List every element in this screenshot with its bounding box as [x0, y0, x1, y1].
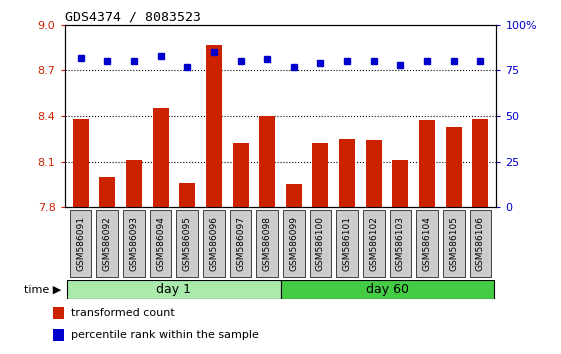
FancyBboxPatch shape	[256, 210, 278, 276]
Bar	[286, 184, 302, 207]
Bar	[206, 45, 222, 207]
Text: GSM586093: GSM586093	[130, 216, 139, 271]
FancyBboxPatch shape	[176, 210, 198, 276]
Text: percentile rank within the sample: percentile rank within the sample	[71, 330, 259, 339]
Bar	[99, 177, 115, 207]
Text: time ▶: time ▶	[25, 284, 62, 295]
Text: GSM586106: GSM586106	[476, 216, 485, 271]
FancyBboxPatch shape	[443, 210, 465, 276]
Text: GSM586095: GSM586095	[183, 216, 192, 271]
Text: GSM586102: GSM586102	[369, 216, 378, 271]
Bar	[446, 127, 462, 207]
Text: GSM586099: GSM586099	[289, 216, 298, 271]
Bar	[312, 143, 329, 207]
Text: GSM586104: GSM586104	[422, 216, 431, 271]
FancyBboxPatch shape	[67, 280, 280, 299]
Bar	[339, 139, 355, 207]
FancyBboxPatch shape	[229, 210, 251, 276]
FancyBboxPatch shape	[280, 280, 494, 299]
FancyBboxPatch shape	[203, 210, 225, 276]
Text: GSM586098: GSM586098	[263, 216, 272, 271]
Bar	[53, 329, 64, 341]
Bar	[153, 108, 168, 207]
FancyBboxPatch shape	[310, 210, 332, 276]
Bar	[53, 307, 64, 319]
Bar	[72, 119, 89, 207]
Text: GSM586097: GSM586097	[236, 216, 245, 271]
FancyBboxPatch shape	[96, 210, 118, 276]
FancyBboxPatch shape	[416, 210, 438, 276]
Bar	[393, 160, 408, 207]
Text: GDS4374 / 8083523: GDS4374 / 8083523	[65, 11, 200, 24]
FancyBboxPatch shape	[283, 210, 305, 276]
Text: GSM586096: GSM586096	[209, 216, 218, 271]
Text: GSM586105: GSM586105	[449, 216, 458, 271]
Text: day 60: day 60	[366, 283, 408, 296]
FancyBboxPatch shape	[389, 210, 411, 276]
Text: GSM586094: GSM586094	[156, 216, 165, 271]
Bar	[472, 119, 489, 207]
FancyBboxPatch shape	[363, 210, 385, 276]
Bar	[419, 120, 435, 207]
Text: day 1: day 1	[157, 283, 191, 296]
Text: GSM586100: GSM586100	[316, 216, 325, 271]
Text: GSM586101: GSM586101	[343, 216, 352, 271]
Bar	[232, 143, 249, 207]
Text: transformed count: transformed count	[71, 308, 174, 318]
Bar	[366, 140, 382, 207]
FancyBboxPatch shape	[470, 210, 491, 276]
Text: GSM586091: GSM586091	[76, 216, 85, 271]
FancyBboxPatch shape	[123, 210, 145, 276]
Bar	[259, 116, 275, 207]
Bar	[126, 160, 142, 207]
Bar	[179, 183, 195, 207]
FancyBboxPatch shape	[336, 210, 358, 276]
Text: GSM586103: GSM586103	[396, 216, 405, 271]
FancyBboxPatch shape	[70, 210, 91, 276]
Text: GSM586092: GSM586092	[103, 216, 112, 271]
FancyBboxPatch shape	[150, 210, 172, 276]
